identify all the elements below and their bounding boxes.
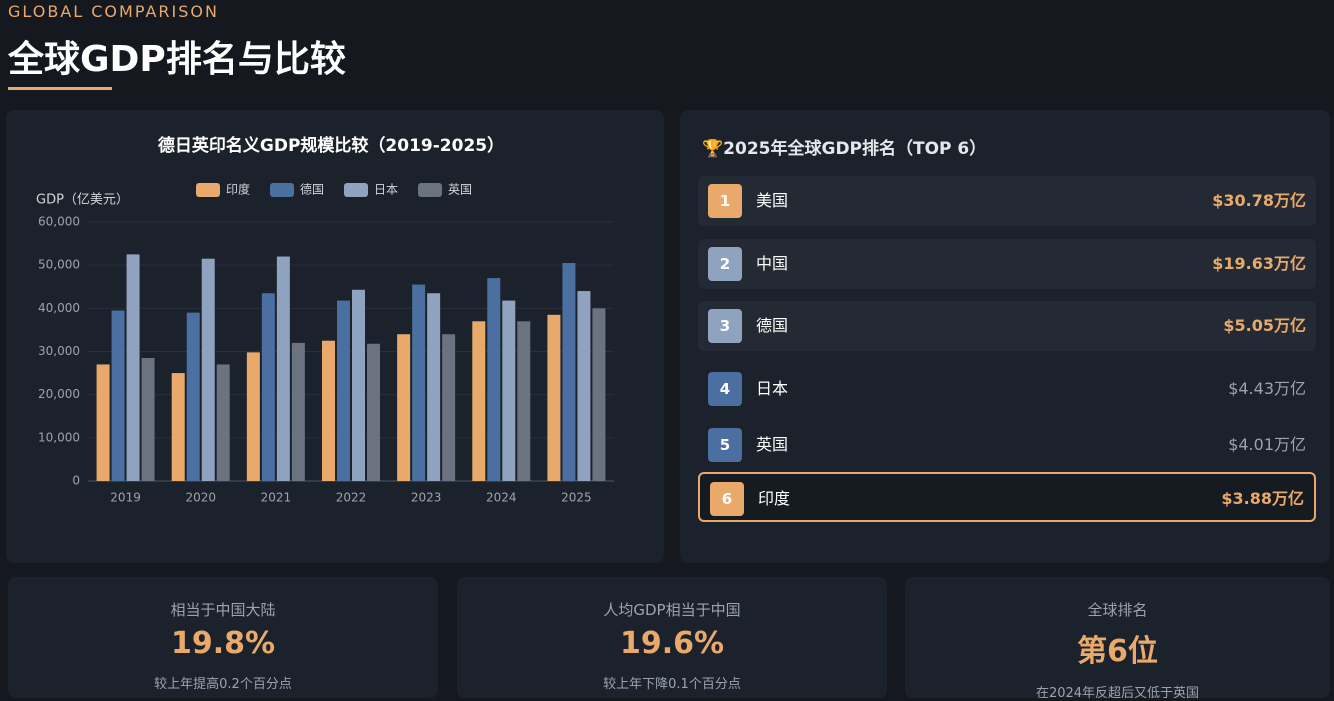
gdp-value: $3.88万亿 xyxy=(1221,489,1304,508)
stat-value: 19.6% xyxy=(619,626,725,661)
x-tick-label: 2022 xyxy=(336,491,367,505)
rank-badge: 1 xyxy=(708,184,742,218)
bar xyxy=(397,334,411,481)
country-name: 日本 xyxy=(756,379,789,398)
y-tick-label: 0 xyxy=(72,474,80,488)
y-tick-label: 50,000 xyxy=(38,258,80,272)
y-tick-label: 10,000 xyxy=(38,430,80,444)
x-tick-label: 2021 xyxy=(261,491,292,505)
y-tick-label: 40,000 xyxy=(38,301,80,315)
x-tick-label: 2019 xyxy=(110,491,141,505)
ranking-row: 4 日本 $4.43万亿 xyxy=(698,364,1316,414)
kicker: GLOBAL COMPARISON xyxy=(8,2,219,21)
bar xyxy=(487,278,501,481)
country-name: 德国 xyxy=(756,316,789,335)
bar xyxy=(547,314,561,481)
legend-label: 德国 xyxy=(300,182,324,197)
ranking-row: 2 中国 $19.63万亿 xyxy=(698,239,1316,289)
legend-label: 英国 xyxy=(448,183,472,197)
rank-badge: 5 xyxy=(708,428,742,462)
country-name: 英国 xyxy=(756,435,789,454)
trophy-icon: 🏆 xyxy=(702,139,724,159)
gdp-value: $30.78万亿 xyxy=(1212,191,1306,210)
gdp-value: $19.63万亿 xyxy=(1212,254,1306,273)
stat-label: 全球排名 xyxy=(1087,601,1148,619)
rank-badge: 6 xyxy=(710,482,744,516)
y-axis-label: GDP（亿美元） xyxy=(36,193,129,208)
bar xyxy=(322,340,335,481)
stat-value: 19.8% xyxy=(170,626,276,661)
stat-card: 人均GDP相当于中国 19.6% 较上年下降0.1个百分点 xyxy=(457,577,887,698)
bar xyxy=(201,258,215,481)
ranking-title: 🏆2025年全球GDP排名（TOP 6） xyxy=(702,134,986,159)
bar xyxy=(276,256,290,481)
page-title: 全球GDP排名与比较 xyxy=(8,39,346,80)
rank-badge: 3 xyxy=(708,309,742,343)
legend-label: 印度 xyxy=(226,182,250,197)
bar xyxy=(171,373,185,481)
ranking-row: 5 英国 $4.01万亿 xyxy=(698,420,1316,470)
stat-label: 相当于中国大陆 xyxy=(170,601,276,619)
bar xyxy=(472,321,486,481)
rank-badge: 4 xyxy=(708,372,742,406)
bar xyxy=(216,364,230,481)
bar xyxy=(577,291,591,481)
legend-label: 日本 xyxy=(374,183,398,197)
title-underline xyxy=(8,87,112,90)
bar xyxy=(502,300,516,481)
stat-label: 人均GDP相当于中国 xyxy=(603,601,741,619)
x-tick-label: 2020 xyxy=(185,491,216,505)
bar xyxy=(367,343,380,481)
bar xyxy=(442,334,456,481)
bar xyxy=(261,293,275,481)
country-name: 美国 xyxy=(756,191,789,210)
ranking-row: 3 德国 $5.05万亿 xyxy=(698,301,1316,351)
bar xyxy=(352,289,365,481)
ranking-panel: 🏆2025年全球GDP排名（TOP 6） 1 美国 $30.78万亿 2 中国 $19.6… xyxy=(680,110,1330,563)
rank-badge: 2 xyxy=(708,247,742,281)
x-tick-label: 2023 xyxy=(411,491,442,505)
chart: 德日英印名义GDP规模比较（2019-2025） GDP（亿美元） 0 10,00… xyxy=(36,135,614,505)
ranking-row: 6 印度 $3.88万亿 xyxy=(698,472,1316,522)
gdp-value: $4.01万亿 xyxy=(1228,435,1306,454)
bar xyxy=(246,352,260,481)
bar xyxy=(562,263,576,481)
y-tick-label: 60,000 xyxy=(38,215,80,229)
bar xyxy=(186,312,200,481)
legend-swatch xyxy=(344,183,368,197)
bar xyxy=(291,342,305,481)
legend-swatch xyxy=(196,183,220,197)
bar xyxy=(517,321,531,481)
country-name: 中国 xyxy=(756,254,789,273)
gdp-value: $5.05万亿 xyxy=(1223,316,1306,335)
x-tick-label: 2025 xyxy=(561,491,592,505)
stat-card: 相当于中国大陆 19.8% 较上年提高0.2个百分点 xyxy=(8,577,438,698)
bar xyxy=(592,308,606,481)
bar xyxy=(126,254,140,481)
x-tick-label: 2024 xyxy=(486,491,517,505)
legend-swatch xyxy=(418,183,442,197)
stat-note: 较上年下降0.1个百分点 xyxy=(603,677,741,692)
gdp-value: $4.43万亿 xyxy=(1228,379,1306,398)
stat-note: 在2024年反超后又低于英国 xyxy=(1035,686,1200,701)
bar xyxy=(412,284,426,481)
ranking-row: 1 美国 $30.78万亿 xyxy=(698,176,1316,226)
bar xyxy=(427,293,441,481)
chart-title: 德日英印名义GDP规模比较（2019-2025） xyxy=(158,135,504,156)
ranking-title-text: 2025年全球GDP排名（TOP 6） xyxy=(723,139,987,159)
stat-value: 第6位 xyxy=(1077,634,1158,669)
y-tick-label: 20,000 xyxy=(38,387,80,401)
stat-card: 全球排名第6位在2024年反超后又低于英国 xyxy=(905,577,1330,701)
bar xyxy=(111,310,125,481)
y-tick-label: 30,000 xyxy=(38,344,80,358)
stat-note: 较上年提高0.2个百分点 xyxy=(154,677,292,692)
bar xyxy=(141,357,155,481)
legend-swatch xyxy=(270,183,294,197)
chart-panel: 德日英印名义GDP规模比较（2019-2025） GDP（亿美元） 0 10,00… xyxy=(6,110,664,563)
bar xyxy=(337,300,350,481)
country-name: 印度 xyxy=(758,489,791,508)
bar xyxy=(96,364,110,481)
